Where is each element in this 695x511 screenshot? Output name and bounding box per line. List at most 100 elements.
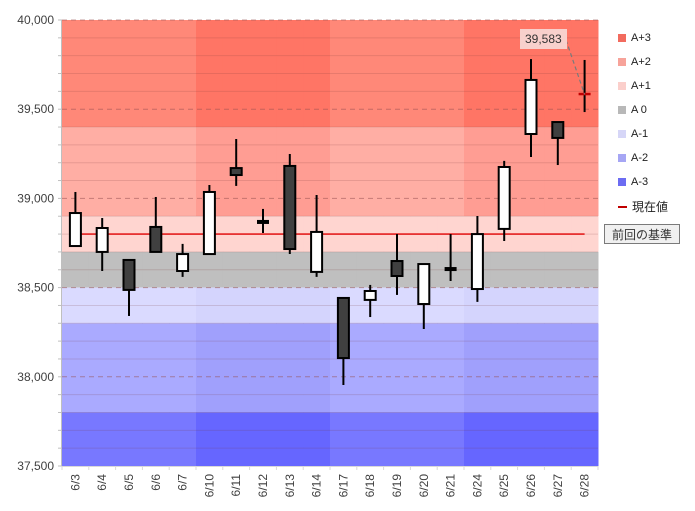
candle-body-up [363,289,377,301]
zone-a0 [222,251,251,288]
zone-bands [62,20,599,466]
x-tick-label: 6/6 [149,474,163,491]
candle-body-up [310,230,324,273]
zone-aminus2 [464,323,492,413]
zone-aminus3 [222,412,251,466]
zone-aplus2 [169,127,197,217]
zone-a0 [330,251,358,288]
zone-aminus3 [169,412,197,466]
zone-a0 [276,251,304,288]
zone-aminus1 [62,287,90,324]
x-tick-label: 6/11 [229,474,243,497]
candle [524,59,538,158]
zone-aminus1 [142,287,170,324]
legend-label: A-1 [631,128,649,140]
zone-aplus2 [330,127,358,217]
candle-body-down [149,225,163,253]
x-tick-label: 6/10 [202,474,216,498]
y-tick-label: 40,000 [17,13,54,27]
candle [95,218,109,272]
zone-aminus1 [490,287,519,324]
zone-aminus1 [169,287,197,324]
candle [149,196,163,253]
zone-a0 [142,251,170,288]
x-tick-label: 6/28 [578,474,592,498]
zone-aminus3 [115,412,143,466]
legend-item: A-1 [618,122,694,146]
y-tick-label: 37,500 [17,459,54,473]
x-tick-label: 6/4 [95,474,109,491]
x-tick-label: 6/14 [310,474,324,498]
zone-aplus2 [464,127,492,217]
zone-aminus2 [88,323,117,413]
x-tick-label: 6/20 [417,474,431,498]
legend-item: A+2 [618,50,694,74]
candle-body-up [524,78,538,135]
zone-aminus2 [169,323,197,413]
zone-aminus3 [437,412,465,466]
zone-aminus2 [410,323,438,413]
candle [497,160,511,242]
zone-aminus1 [222,287,251,324]
zone-aminus3 [356,412,385,466]
zone-aminus3 [142,412,170,466]
zone-aminus2 [196,323,224,413]
legend-item: A+1 [618,74,694,98]
zone-aminus2 [276,323,304,413]
legend-swatch [618,130,626,138]
x-tick-label: 6/13 [283,474,297,498]
candle-body-down [122,258,136,291]
x-tick-label: 6/5 [122,474,136,491]
legend-label: A-3 [631,176,649,188]
zone-aminus1 [88,287,117,324]
zone-aminus2 [356,323,385,413]
legend-swatch [618,178,626,186]
zone-aminus2 [142,323,170,413]
candle-body-down [390,260,404,278]
x-tick-label: 6/7 [176,474,190,491]
candle [202,185,216,256]
zone-a0 [571,251,599,288]
current-value-label: 39,583 [520,29,567,49]
zone-aminus2 [437,323,465,413]
candle-body-up [470,233,484,291]
candle [122,258,136,316]
y-tick-label: 38,000 [17,370,54,384]
candle-body-up [176,253,190,273]
candle-body-up [202,190,216,256]
zone-aminus2 [571,323,599,413]
candle [336,296,350,386]
legend-label: A-2 [631,152,649,164]
zone-aplus2 [437,127,465,217]
zone-aminus3 [571,412,599,466]
zone-aminus2 [62,323,90,413]
zone-aminus1 [517,287,545,324]
zone-aplus2 [115,127,143,217]
zone-aminus2 [303,323,331,413]
x-tick-label: 6/27 [551,474,565,498]
y-tick-label: 38,500 [17,281,54,295]
zone-aminus1 [196,287,224,324]
zone-aminus3 [383,412,411,466]
zone-aminus2 [383,323,411,413]
zone-aminus3 [88,412,117,466]
x-tick-label: 6/12 [256,474,270,498]
zone-a0 [196,251,224,288]
zone-aminus3 [330,412,358,466]
legend-swatch [618,82,626,90]
candle [417,263,431,329]
zone-aplus2 [249,127,277,217]
zone-aplus2 [410,127,438,217]
zone-a0 [490,251,519,288]
y-tick-label: 39,500 [17,102,54,116]
candle-body-up [95,227,109,253]
zone-aminus1 [437,287,465,324]
zone-aminus3 [517,412,545,466]
zone-aminus1 [544,287,572,324]
legend-label: A 0 [631,104,647,116]
candle [363,284,377,318]
previous-baseline-button[interactable]: 前回の基準 [604,224,680,244]
candle [283,153,297,255]
current-value-leader [565,39,586,95]
